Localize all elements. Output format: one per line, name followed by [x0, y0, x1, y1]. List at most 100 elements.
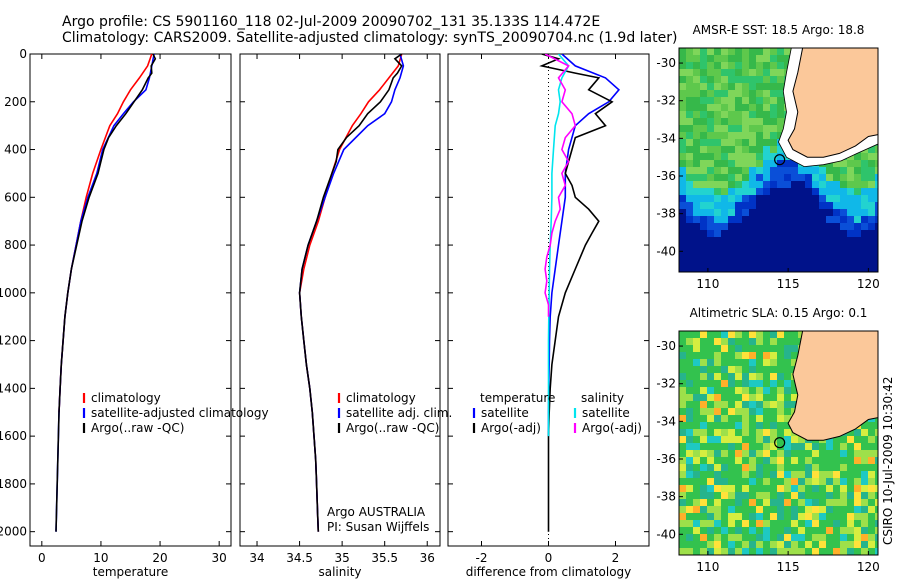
sst-cell: [756, 195, 764, 203]
sst-cell: [721, 69, 729, 77]
sst-cell: [840, 195, 848, 203]
sla-cell: [679, 401, 687, 409]
sst-cell: [861, 230, 869, 238]
x-tick-label: 110: [696, 277, 719, 291]
sst-cell: [777, 146, 785, 154]
sla-cell: [826, 506, 834, 514]
sla-cell: [791, 520, 799, 528]
sla-cell: [686, 450, 694, 458]
sst-cell: [812, 174, 820, 182]
sla-cell: [777, 401, 785, 409]
sla-cell: [868, 520, 876, 528]
sla-cell: [763, 541, 771, 549]
sla-cell: [798, 450, 806, 458]
sst-cell: [735, 230, 743, 238]
sla-cell: [805, 443, 813, 451]
sla-cell: [791, 471, 799, 479]
sla-cell: [868, 548, 876, 555]
sst-cell: [700, 125, 708, 133]
sst-cell: [763, 69, 771, 77]
sla-cell: [686, 387, 694, 395]
sst-cell: [826, 258, 834, 266]
sla-cell: [693, 534, 701, 542]
sla-cell: [686, 429, 694, 437]
sst-cell: [693, 244, 701, 252]
sst-cell: [707, 139, 715, 147]
sla-cell: [735, 359, 743, 367]
sla-cell: [798, 499, 806, 507]
sla-cell: [686, 541, 694, 549]
sst-cell: [763, 83, 771, 91]
sst-cell: [819, 181, 827, 189]
sla-cell: [679, 457, 687, 465]
sla-cell: [700, 478, 708, 486]
sla-cell: [791, 506, 799, 514]
sla-cell: [735, 471, 743, 479]
x-tick-label: 20: [152, 551, 167, 565]
sla-cell: [784, 359, 792, 367]
sst-cell: [791, 251, 799, 259]
sst-cell: [868, 265, 876, 272]
sst-cell: [686, 104, 694, 112]
sla-cell: [861, 506, 869, 514]
sla-cell: [819, 485, 827, 493]
sla-cell: [784, 387, 792, 395]
sla-cell: [700, 506, 708, 514]
sst-cell: [728, 76, 736, 84]
sst-cell: [742, 167, 750, 175]
sla-cell: [686, 471, 694, 479]
sla-cell: [784, 436, 792, 444]
sst-cell: [693, 188, 701, 196]
sla-cell: [714, 436, 722, 444]
sla-cell: [812, 499, 820, 507]
sla-cell: [854, 548, 862, 555]
sla-cell: [756, 387, 764, 395]
sst-cell: [875, 251, 878, 259]
sst-cell: [749, 244, 757, 252]
sla-cell: [798, 471, 806, 479]
sla-cell: [819, 457, 827, 465]
sst-cell: [763, 181, 771, 189]
sla-cell: [700, 471, 708, 479]
sla-cell: [875, 485, 878, 493]
sst-cell: [714, 83, 722, 91]
sla-cell: [812, 548, 820, 555]
sst-cell: [693, 202, 701, 210]
sst-cell: [812, 237, 820, 245]
sla-cell: [756, 331, 764, 339]
sla-cell: [770, 345, 778, 353]
sla-cell: [798, 485, 806, 493]
sla-cell: [686, 394, 694, 402]
sst-cell: [686, 202, 694, 210]
sla-cell: [770, 380, 778, 388]
sst-cell: [735, 69, 743, 77]
sst-cell: [868, 188, 876, 196]
sst-cell: [805, 195, 813, 203]
sst-cell: [812, 202, 820, 210]
sst-cell: [742, 251, 750, 259]
sla-cell: [784, 422, 792, 430]
sla-cell: [749, 492, 757, 500]
sla-cell: [875, 436, 878, 444]
sla-cell: [798, 492, 806, 500]
y-tick-label: 200: [4, 95, 27, 109]
sst-cell: [868, 153, 876, 161]
sst-cell: [868, 174, 876, 182]
x-tick-label: 35: [334, 551, 349, 565]
sst-cell: [847, 160, 855, 168]
sst-cell: [721, 174, 729, 182]
sst-cell: [693, 251, 701, 259]
series-line-4: [544, 54, 577, 317]
sst-cell: [707, 83, 715, 91]
sst-cell: [777, 97, 785, 105]
sla-cell: [777, 534, 785, 542]
sla-cell: [770, 471, 778, 479]
sla-cell: [819, 443, 827, 451]
sla-cell: [707, 506, 715, 514]
sla-cell: [707, 415, 715, 423]
sla-cell: [693, 471, 701, 479]
sla-cell: [735, 380, 743, 388]
sla-cell: [749, 429, 757, 437]
sla-cell: [714, 485, 722, 493]
